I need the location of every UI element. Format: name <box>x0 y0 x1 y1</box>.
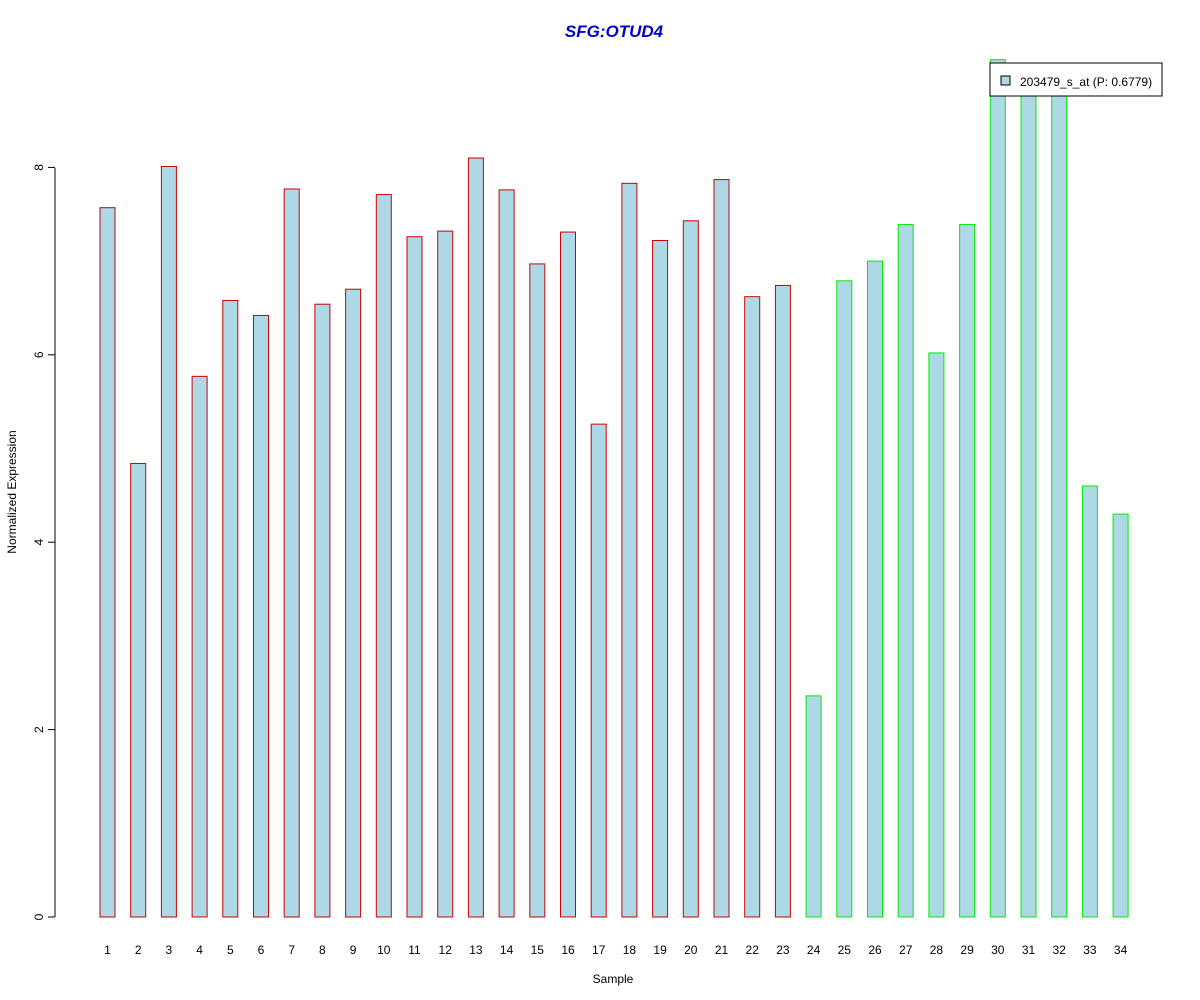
bar-sample-8 <box>314 303 331 918</box>
x-tick-label: 16 <box>561 943 575 957</box>
chart-title: SFG:OTUD4 <box>565 22 664 41</box>
x-tick-label: 12 <box>439 943 453 957</box>
y-axis: 0 2 4 6 8 <box>32 164 56 920</box>
bar-sample-2 <box>130 462 147 918</box>
x-tick-label: 6 <box>258 943 265 957</box>
x-tick-labels: 1 2 3 4 5 6 7 8 9 10 11 12 13 14 15 16 17 18 19 20 21 22 23 24 2… <box>104 943 1127 957</box>
bar-sample-31 <box>1020 88 1037 918</box>
x-tick-label: 4 <box>196 943 203 957</box>
x-tick-label: 5 <box>227 943 234 957</box>
y-tick-label: 8 <box>32 164 46 171</box>
bar-sample-14 <box>498 189 515 918</box>
x-tick-label: 28 <box>930 943 944 957</box>
x-tick-label: 1 <box>104 943 111 957</box>
x-tick-label: 26 <box>868 943 882 957</box>
bar-sample-17 <box>590 423 607 918</box>
x-tick-label: 21 <box>715 943 729 957</box>
bars-group <box>99 59 1129 918</box>
x-tick-label: 29 <box>960 943 974 957</box>
bar-sample-24 <box>805 695 822 918</box>
x-tick-label: 25 <box>838 943 852 957</box>
x-tick-label: 22 <box>746 943 760 957</box>
x-tick-label: 32 <box>1053 943 1067 957</box>
x-tick-label: 34 <box>1114 943 1128 957</box>
x-tick-label: 19 <box>653 943 667 957</box>
x-tick-label: 23 <box>776 943 790 957</box>
x-tick-label: 9 <box>350 943 357 957</box>
x-tick-label: 31 <box>1022 943 1036 957</box>
bar-sample-18 <box>621 182 638 918</box>
bar-sample-20 <box>682 220 699 918</box>
x-tick-label: 8 <box>319 943 326 957</box>
bar-sample-25 <box>836 280 853 918</box>
y-tick-label: 6 <box>32 351 46 358</box>
legend-swatch <box>1000 75 1011 86</box>
y-tick-label: 2 <box>32 726 46 733</box>
bar-sample-33 <box>1081 485 1098 918</box>
bar-sample-21 <box>713 179 730 918</box>
bar-sample-13 <box>467 157 484 918</box>
x-tick-label: 17 <box>592 943 606 957</box>
y-tick-label: 4 <box>32 539 46 546</box>
x-axis-label: Sample <box>593 972 634 986</box>
bar-sample-34 <box>1112 513 1129 918</box>
x-tick-label: 13 <box>469 943 483 957</box>
x-tick-label: 11 <box>408 943 421 957</box>
x-tick-label: 30 <box>991 943 1005 957</box>
bar-sample-32 <box>1051 88 1068 918</box>
x-tick-label: 24 <box>807 943 821 957</box>
legend: 203479_s_at (P: 0.6779) <box>989 62 1163 97</box>
bar-sample-10 <box>375 194 392 918</box>
x-tick-label: 7 <box>288 943 295 957</box>
x-tick-label: 18 <box>623 943 637 957</box>
bar-sample-4 <box>191 375 208 918</box>
bar-sample-29 <box>959 224 976 918</box>
bar-sample-16 <box>560 231 576 918</box>
y-axis-label: Normalized Expression <box>5 430 19 553</box>
bar-sample-1 <box>99 207 116 918</box>
x-tick-label: 20 <box>684 943 698 957</box>
x-tick-label: 3 <box>166 943 173 957</box>
bar-sample-23 <box>774 284 791 918</box>
x-tick-label: 33 <box>1083 943 1097 957</box>
x-tick-label: 14 <box>500 943 514 957</box>
bar-sample-7 <box>283 188 300 918</box>
legend-box <box>989 62 1163 97</box>
x-tick-label: 27 <box>899 943 913 957</box>
bar-sample-5 <box>222 299 239 918</box>
bar-sample-30 <box>989 59 1006 918</box>
bar-sample-19 <box>652 239 669 918</box>
bar-sample-26 <box>867 260 883 918</box>
bar-sample-6 <box>253 314 269 918</box>
x-tick-label: 2 <box>135 943 142 957</box>
x-tick-label: 10 <box>377 943 391 957</box>
bar-sample-27 <box>897 224 914 918</box>
legend-label: 203479_s_at (P: 0.6779) <box>1020 75 1152 89</box>
bar-sample-15 <box>529 263 546 918</box>
x-tick-label: 15 <box>531 943 545 957</box>
bar-sample-22 <box>744 296 761 918</box>
bar-sample-12 <box>437 230 454 918</box>
bar-sample-9 <box>345 288 362 918</box>
bar-sample-28 <box>928 352 945 918</box>
bar-sample-3 <box>160 165 177 918</box>
y-tick-label: 0 <box>32 913 46 920</box>
bar-sample-11 <box>406 236 423 918</box>
